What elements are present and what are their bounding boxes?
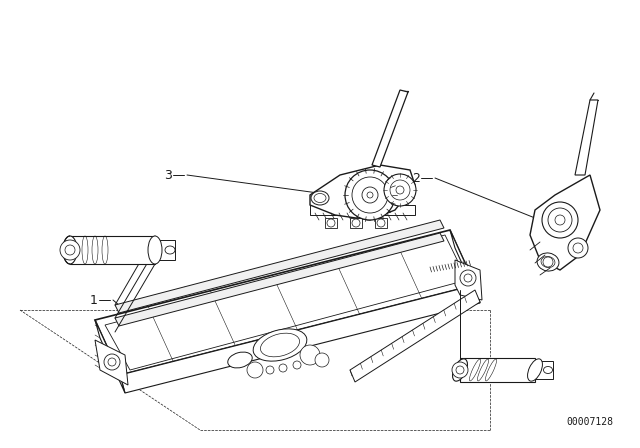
Circle shape xyxy=(65,245,75,255)
Polygon shape xyxy=(310,205,415,215)
Polygon shape xyxy=(70,236,155,264)
Polygon shape xyxy=(115,233,444,326)
Polygon shape xyxy=(105,235,467,370)
Circle shape xyxy=(104,354,120,370)
Polygon shape xyxy=(115,220,444,313)
Polygon shape xyxy=(375,218,387,228)
Circle shape xyxy=(542,202,578,238)
Circle shape xyxy=(300,345,320,365)
Polygon shape xyxy=(325,218,337,228)
Circle shape xyxy=(327,219,335,227)
Circle shape xyxy=(390,180,410,200)
Circle shape xyxy=(293,361,301,369)
Ellipse shape xyxy=(165,246,175,254)
Circle shape xyxy=(362,187,378,203)
Polygon shape xyxy=(95,340,128,385)
Circle shape xyxy=(464,274,472,282)
Polygon shape xyxy=(460,358,535,382)
Ellipse shape xyxy=(527,359,543,381)
Circle shape xyxy=(266,366,274,374)
Ellipse shape xyxy=(537,253,559,271)
Polygon shape xyxy=(372,90,408,167)
Circle shape xyxy=(377,219,385,227)
Ellipse shape xyxy=(253,329,307,361)
Circle shape xyxy=(352,177,388,213)
Circle shape xyxy=(396,186,404,194)
Polygon shape xyxy=(455,260,482,300)
Polygon shape xyxy=(310,165,415,220)
Ellipse shape xyxy=(228,352,252,368)
Circle shape xyxy=(345,170,395,220)
Circle shape xyxy=(315,353,329,367)
Circle shape xyxy=(279,364,287,372)
Circle shape xyxy=(555,215,565,225)
Circle shape xyxy=(568,238,588,258)
Text: 00007128: 00007128 xyxy=(566,417,614,427)
Circle shape xyxy=(352,219,360,227)
Polygon shape xyxy=(535,361,553,379)
Circle shape xyxy=(543,257,553,267)
Ellipse shape xyxy=(260,333,300,357)
Text: 1: 1 xyxy=(90,293,98,306)
Circle shape xyxy=(456,366,464,374)
Ellipse shape xyxy=(63,236,77,264)
Polygon shape xyxy=(155,240,175,260)
Circle shape xyxy=(452,362,468,378)
Circle shape xyxy=(460,270,476,286)
Circle shape xyxy=(108,358,116,366)
Polygon shape xyxy=(350,218,362,228)
Circle shape xyxy=(247,362,263,378)
Ellipse shape xyxy=(543,366,552,374)
Polygon shape xyxy=(350,290,480,382)
Polygon shape xyxy=(95,320,125,393)
Polygon shape xyxy=(120,285,480,393)
Circle shape xyxy=(573,243,583,253)
Ellipse shape xyxy=(541,256,555,267)
Text: 2: 2 xyxy=(412,172,420,185)
Circle shape xyxy=(60,240,80,260)
Circle shape xyxy=(384,174,416,206)
Polygon shape xyxy=(450,230,480,303)
Circle shape xyxy=(548,208,572,232)
Ellipse shape xyxy=(314,194,326,202)
Circle shape xyxy=(367,192,373,198)
Polygon shape xyxy=(95,230,475,375)
Polygon shape xyxy=(575,100,598,175)
Polygon shape xyxy=(530,175,600,270)
Ellipse shape xyxy=(452,359,467,381)
Text: 3: 3 xyxy=(164,168,172,181)
Ellipse shape xyxy=(148,236,162,264)
Ellipse shape xyxy=(311,191,329,205)
